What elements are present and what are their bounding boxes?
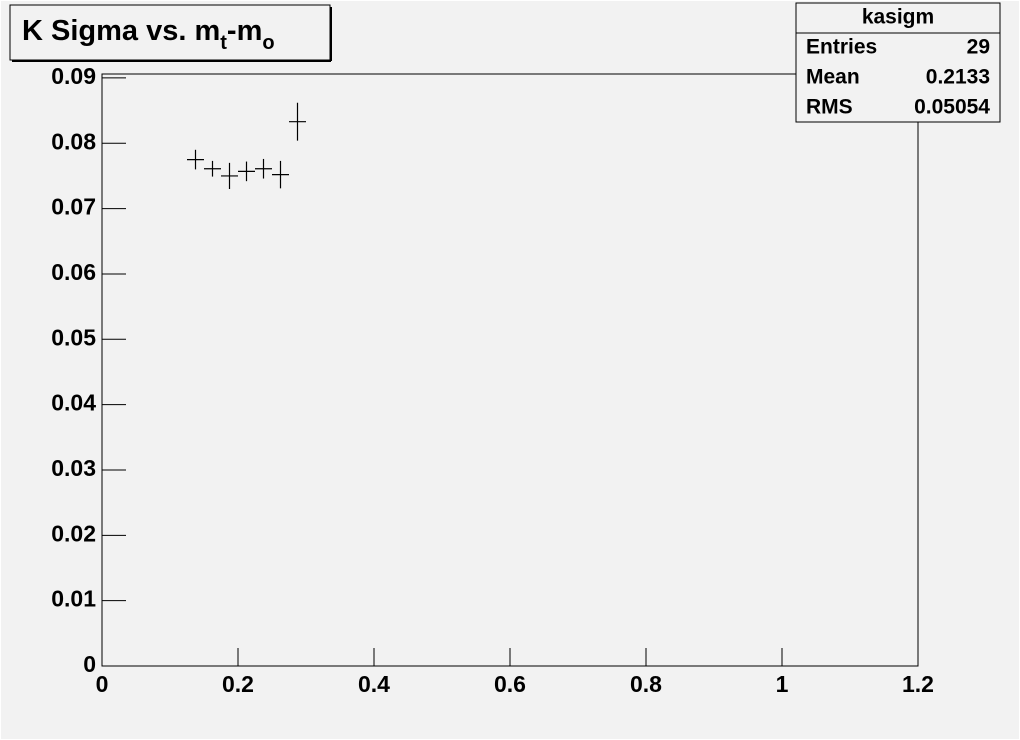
stats-value: 29 — [967, 36, 990, 59]
stats-label: RMS — [806, 96, 853, 119]
y-tick-label: 0.06 — [51, 259, 96, 285]
stats-box — [795, 2, 1001, 123]
stats-label: Mean — [806, 66, 860, 89]
y-tick-label: 0.09 — [51, 63, 96, 89]
x-tick-label: 0 — [96, 671, 109, 697]
title-box — [9, 4, 331, 61]
stats-value: 0.05054 — [914, 96, 990, 119]
y-tick-label: 0.07 — [51, 194, 96, 220]
y-tick-label: 0.08 — [51, 128, 96, 154]
title-part: K Sigma vs. m — [22, 15, 220, 47]
stats-name: kasigm — [862, 6, 934, 29]
chart-title: K Sigma vs. mt-mo — [22, 15, 275, 55]
x-tick-label: 0.4 — [358, 671, 390, 697]
y-tick-label: 0 — [83, 651, 96, 677]
title-part: -m — [227, 15, 262, 47]
y-tick-label: 0.03 — [51, 455, 96, 481]
plot-frame — [101, 73, 919, 667]
y-tick-label: 0.01 — [51, 586, 96, 612]
x-tick-label: 0.2 — [222, 671, 254, 697]
stats-label: Entries — [806, 36, 877, 59]
stats-value: 0.2133 — [926, 66, 990, 89]
x-tick-label: 1 — [776, 671, 789, 697]
y-tick-label: 0.02 — [51, 520, 96, 546]
title-part: o — [262, 32, 274, 54]
x-tick-label: 0.6 — [494, 671, 526, 697]
y-tick-label: 0.05 — [51, 324, 96, 350]
x-tick-label: 1.2 — [902, 671, 934, 697]
y-tick-label: 0.04 — [51, 390, 96, 416]
title-part: t — [220, 32, 227, 54]
x-tick-label: 0.8 — [630, 671, 662, 697]
